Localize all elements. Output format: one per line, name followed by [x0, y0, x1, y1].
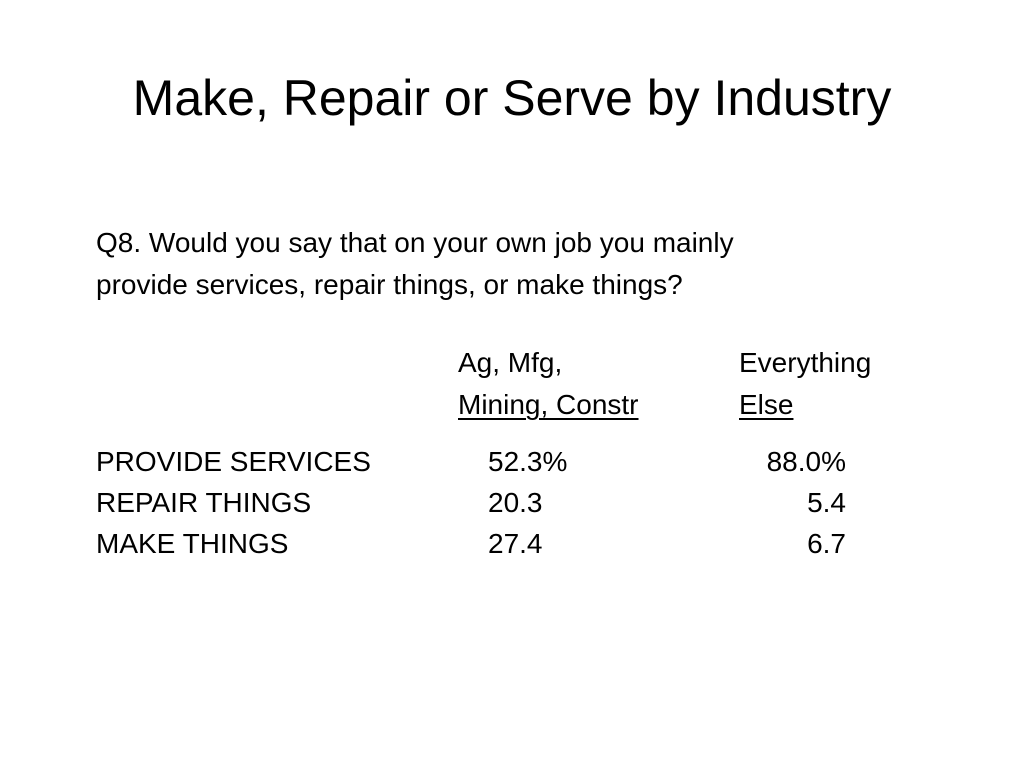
- everything-else-value: 6.7: [807, 528, 846, 559]
- everything-else-value: 5.4: [807, 487, 846, 518]
- column-header-line-2: Else: [739, 389, 794, 420]
- question-text: Q8. Would you say that on your own job y…: [96, 222, 956, 306]
- ag-mfg-value: 52.3%: [488, 446, 568, 477]
- column-header-everything-else: Everything Else: [739, 342, 871, 426]
- column-header-line-1: Ag, Mfg,: [458, 347, 563, 378]
- column-header-line-2: Mining, Constr: [458, 389, 639, 420]
- ag-mfg-value: 27.4: [488, 528, 543, 559]
- ag-mfg-value: 20.3: [488, 487, 543, 518]
- question-line-1: Q8. Would you say that on your own job y…: [96, 227, 734, 258]
- row-label: PROVIDE SERVICES: [96, 446, 371, 477]
- row-label: REPAIR THINGS: [96, 487, 312, 518]
- everything-else-value: 88.0%: [766, 446, 846, 477]
- question-line-2: provide services, repair things, or make…: [96, 269, 683, 300]
- row-label: MAKE THINGS: [96, 528, 289, 559]
- slide-title: Make, Repair or Serve by Industry: [132, 70, 892, 126]
- column-header-ag-mfg-mining-constr: Ag, Mfg, Mining, Constr: [458, 342, 639, 426]
- column-header-line-1: Everything: [739, 347, 872, 378]
